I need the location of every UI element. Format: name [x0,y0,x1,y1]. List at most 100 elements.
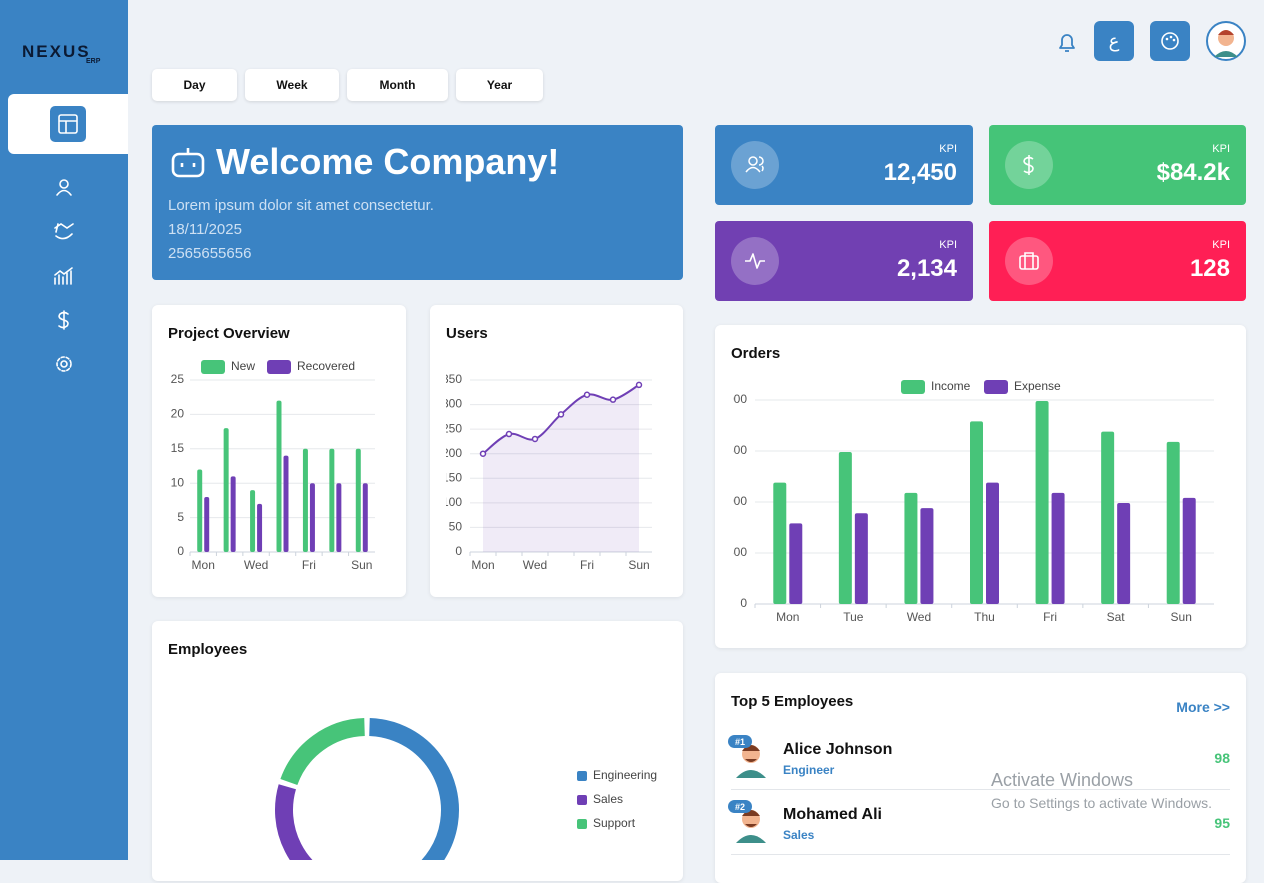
y-tick-label: 50 [449,520,463,534]
charts-layer: Project Overview 0 5 10 15 20 25 Mon Wed Fri Sun Ne… [168,325,1214,860]
kpi-card: KPI 2,134 [715,221,973,301]
bar [1166,441,1180,604]
bar [309,483,315,552]
y-tick-label: 200 [442,446,462,460]
employee-avatar [736,745,766,778]
sidebar-icons [50,106,86,372]
users-card [430,305,683,597]
user-avatar[interactable] [1206,21,1246,61]
bar [1182,497,1196,604]
bar [257,503,263,552]
y-tick-label: 350 [442,372,462,386]
employee-name: Alice Johnson [783,741,893,758]
x-tick-label: Mon [776,610,799,624]
y-tick-label: 25 [171,372,185,386]
notification-icon[interactable] [1054,30,1080,56]
bar [970,421,983,604]
employee-score: 98 [1214,750,1230,766]
bar [204,496,210,552]
filter-week[interactable]: Week [245,69,339,101]
point [531,435,539,443]
kpi-card: KPI 12,450 [715,125,973,205]
pie-slice [369,718,459,860]
bar [230,476,236,552]
bar [336,483,342,552]
deals-icon[interactable] [54,223,74,240]
legend-swatch [577,795,587,805]
kpi-card: KPI $84.2k [989,125,1246,205]
bar [920,508,934,604]
bar [276,400,282,552]
filter-month[interactable]: Month [347,69,448,101]
employee-score: 95 [1214,815,1230,831]
bar [1117,503,1131,604]
rank-badge: #2 [728,800,752,813]
kpi-label: KPI [939,143,957,155]
chart-title: Orders [731,345,780,362]
kpi-value: 12,450 [883,159,957,186]
x-tick-label: Wed [907,610,931,624]
legend-swatch [267,360,291,374]
card-title: Top 5 Employees [731,693,854,710]
users-icon[interactable] [56,179,72,196]
x-tick-label: Fri [302,558,316,572]
legend-swatch [201,360,225,374]
employee-row: #1 Alice Johnson Engineer 98 [728,733,1230,790]
employee-role: Engineer [783,763,835,777]
finance-icon[interactable] [58,310,69,330]
bar [223,428,229,552]
kpi-value: $84.2k [1156,159,1230,186]
legend-swatch [577,819,587,829]
x-tick-label: Sat [1107,610,1126,624]
bar [302,448,308,552]
filter-day[interactable]: Day [152,69,237,101]
point [583,391,591,398]
language-button[interactable]: ع [1094,21,1134,61]
y-tick-label: 0 [740,596,747,610]
legend-label: Engineering [593,768,657,782]
top-employees-card: Top 5 Employees More >> #1 Alice Johnson… [715,673,1246,883]
filter-year[interactable]: Year [456,69,543,101]
bar [197,469,203,552]
logo-sub: ERP [86,58,101,65]
legend-label: New [231,359,255,373]
settings-icon[interactable] [56,356,72,372]
bar [355,448,361,552]
y-tick-label: 300 [442,397,462,411]
legend-swatch [577,771,587,781]
y-tick-label: 5 [177,510,184,524]
bar [1035,401,1049,604]
y-tick-label: 1500 [720,443,747,457]
y-tick-label: 15 [171,441,185,455]
kpi-card: KPI 128 [989,221,1246,301]
theme-button[interactable] [1150,21,1190,61]
legend-swatch [901,380,925,394]
y-tick-label: 100 [442,495,462,509]
legend-label: Recovered [297,359,355,373]
analytics-icon[interactable] [54,267,73,285]
y-tick-label: 1000 [720,494,747,508]
sidebar: NEXUS ERP [0,0,128,860]
welcome-card: Welcome Company! Lorem ipsum dolor sit a… [152,125,683,280]
bar [773,482,787,604]
x-tick-label: Sun [628,558,649,572]
kpi-value: 2,134 [896,255,957,282]
point [479,450,487,457]
legend-swatch [984,380,1008,394]
point [609,396,617,403]
kpi-icon [745,253,765,269]
bar [904,492,918,604]
x-tick-label: Sun [351,558,372,572]
bar [838,452,852,604]
more-link[interactable]: More >> [1176,699,1230,715]
bar [329,448,335,552]
x-tick-label: Mon [192,558,215,572]
pie-slice [280,718,366,786]
chart-title: Employees [168,641,247,658]
y-tick-label: 20 [171,407,185,421]
bar [789,523,803,604]
point [505,430,513,438]
welcome-text: Lorem ipsum dolor sit amet consectetur. [168,197,434,214]
employee-role: Sales [783,828,815,842]
